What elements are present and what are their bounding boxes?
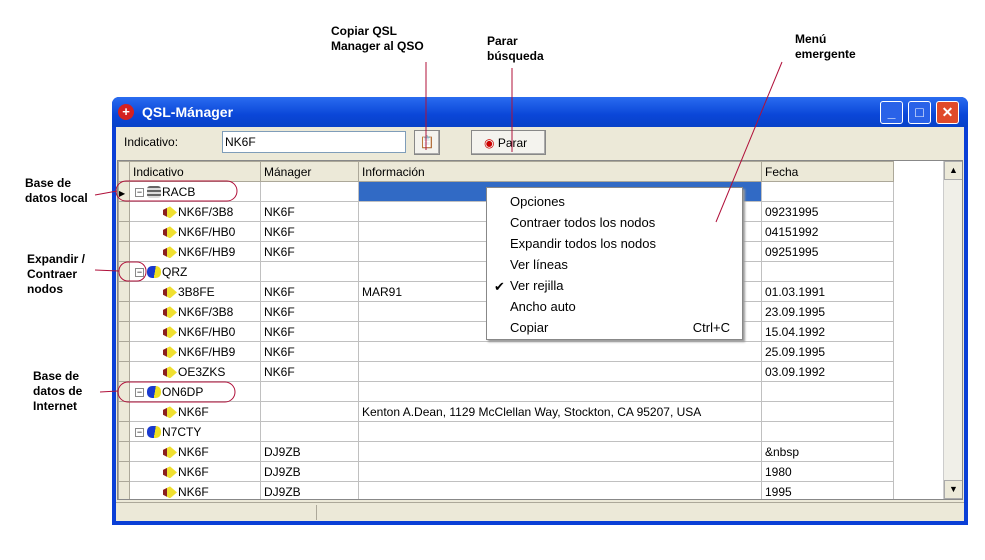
- internet-icon: [147, 426, 161, 439]
- copy-qsl-manager-button[interactable]: 📋: [414, 130, 440, 155]
- annotation-local-db: Base de datos local: [25, 176, 88, 205]
- vertical-scrollbar[interactable]: ▲ ▼: [943, 161, 962, 499]
- record-icon: [163, 446, 177, 459]
- cell-date: 25.09.1995: [761, 341, 894, 362]
- stop-button[interactable]: ◉ Parar: [471, 130, 546, 155]
- record-icon: [163, 406, 177, 419]
- cell-manager: NK6F: [260, 341, 359, 362]
- callsign-label: Indicativo:: [124, 135, 179, 149]
- toolbar: Indicativo: NK6F 📋 ◉ Parar: [116, 127, 964, 157]
- maximize-button[interactable]: □: [908, 101, 931, 124]
- cell-info: Kenton A.Dean, 1129 McClellan Way, Stock…: [358, 401, 762, 422]
- cell-date: 01.03.1991: [761, 281, 894, 302]
- status-bar: [116, 502, 964, 521]
- scroll-down-button[interactable]: ▼: [944, 480, 962, 499]
- callout-oval-internet: [117, 381, 236, 403]
- cell-manager: DJ9ZB: [260, 461, 359, 482]
- scroll-up-button[interactable]: ▲: [944, 161, 962, 180]
- internet-icon: [147, 386, 161, 399]
- callout-line-local: [94, 190, 118, 196]
- callsign-input[interactable]: NK6F: [222, 131, 406, 153]
- cell-callsign: NK6F: [129, 481, 261, 499]
- menu-item[interactable]: Expandir todos los nodos: [510, 236, 656, 251]
- record-icon: [163, 286, 177, 299]
- cell-date: 09251995: [761, 241, 894, 262]
- collapse-toggle[interactable]: −: [135, 426, 144, 437]
- status-divider: [316, 505, 317, 520]
- checkmark-icon: ✔: [494, 279, 505, 294]
- table-row[interactable]: NK6F DJ9ZB 1995: [118, 481, 894, 499]
- minimize-button[interactable]: _: [880, 101, 903, 124]
- table-row[interactable]: NK6F DJ9ZB 1980: [118, 461, 894, 482]
- cell-date: 1995: [761, 481, 894, 499]
- stop-icon: ◉: [484, 136, 495, 150]
- window-title: QSL-Mánager: [142, 104, 234, 120]
- cell-callsign: − RACB: [129, 181, 261, 202]
- menu-item[interactable]: Copiar Ctrl+C: [510, 320, 730, 335]
- cell-manager: DJ9ZB: [260, 481, 359, 499]
- grid-header: Indicativo Mánager Información Fecha: [118, 161, 894, 182]
- record-icon: [163, 486, 177, 499]
- close-button[interactable]: ✕: [936, 101, 959, 124]
- record-icon: [163, 306, 177, 319]
- record-icon: [163, 326, 177, 339]
- record-icon: [163, 206, 177, 219]
- record-icon: [163, 346, 177, 359]
- callout-oval-local: [115, 180, 238, 202]
- collapse-toggle[interactable]: −: [135, 386, 144, 397]
- table-row[interactable]: NK6F/HB9 NK6F 25.09.1995: [118, 341, 894, 362]
- cell-callsign: NK6F/HB0: [129, 321, 261, 342]
- database-icon: [147, 186, 161, 199]
- annotation-expand: Expandir / Contraer nodos: [27, 252, 86, 296]
- menu-item[interactable]: Ancho auto: [510, 299, 576, 314]
- cell-date: 23.09.1995: [761, 301, 894, 322]
- callout-line-expand: [94, 269, 120, 272]
- title-bar: + QSL-Mánager _ □ ✕: [112, 97, 968, 127]
- menu-item[interactable]: Opciones: [510, 194, 565, 209]
- cell-callsign: NK6F/HB9: [129, 241, 261, 262]
- header-indicativo[interactable]: Indicativo: [129, 161, 261, 182]
- app-logo-icon: +: [118, 104, 134, 120]
- copy-icon: 📋: [419, 135, 435, 149]
- callout-line-internet: [99, 390, 119, 393]
- annotation-stop: Parar búsqueda: [487, 34, 544, 63]
- table-row[interactable]: − N7CTY: [118, 421, 894, 442]
- record-icon: [163, 466, 177, 479]
- table-row[interactable]: OE3ZKS NK6F 03.09.1992: [118, 361, 894, 382]
- record-icon: [163, 226, 177, 239]
- cell-callsign: 3B8FE: [129, 281, 261, 302]
- annotation-menu: Menú emergente: [795, 32, 856, 61]
- internet-icon: [147, 266, 161, 279]
- annotation-internet-db: Base de datos de Internet: [33, 369, 83, 413]
- callout-oval-expand: [118, 261, 147, 282]
- menu-item[interactable]: Ver líneas: [510, 257, 568, 272]
- record-icon: [163, 366, 177, 379]
- cell-callsign: − QRZ: [129, 261, 261, 282]
- cell-manager: NK6F: [260, 241, 359, 262]
- collapse-toggle[interactable]: −: [135, 186, 144, 197]
- context-menu: Opciones Contraer todos los nodos Expandir…: [486, 187, 743, 340]
- callout-line-menu: [715, 61, 783, 223]
- collapse-toggle[interactable]: −: [135, 266, 144, 277]
- table-row[interactable]: − ON6DP: [118, 381, 894, 402]
- menu-item[interactable]: Contraer todos los nodos: [510, 215, 656, 230]
- menu-item[interactable]: Ver rejilla: [510, 278, 564, 293]
- cell-date: 1980: [761, 461, 894, 482]
- annotation-copy: Copiar QSL Manager al QSO: [331, 24, 424, 53]
- cell-callsign: NK6F/HB0: [129, 221, 261, 242]
- record-icon: [163, 246, 177, 259]
